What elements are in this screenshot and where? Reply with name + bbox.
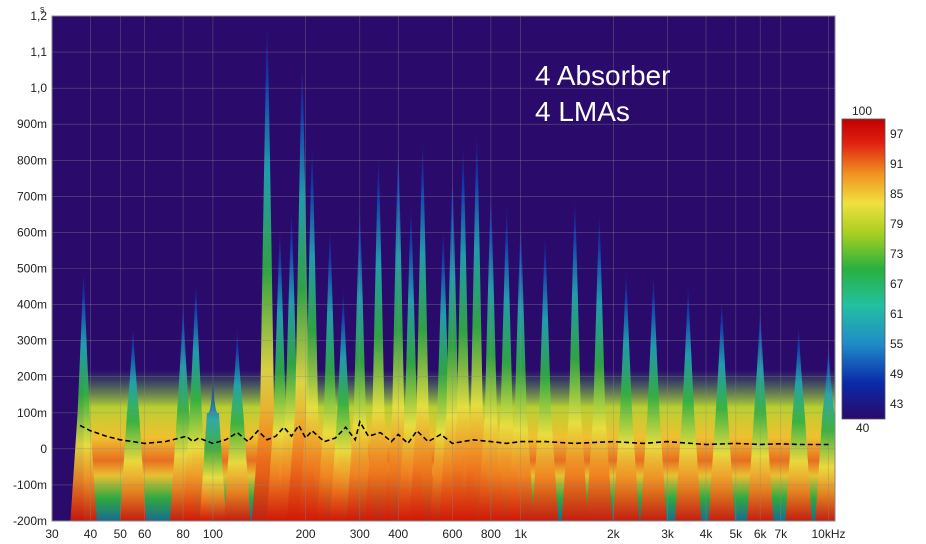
y-tick-label-12: 0	[40, 442, 47, 456]
y-tick-label-4: 800m	[17, 153, 47, 167]
decay-peak-29	[640, 272, 667, 521]
x-tick-label-9: 600	[442, 527, 462, 541]
y-tick-label-3: 900m	[17, 117, 47, 131]
x-tick-label-18: 10kHz	[811, 527, 845, 541]
y-tick-label-9: 300m	[17, 334, 47, 348]
x-tick-label-4: 80	[176, 527, 190, 541]
y-tick-label-11: 100m	[17, 406, 47, 420]
x-tick-labels: 30 40 50 60 80 100 200 300 400 600 800 1k 2k 3k 4k 5k 6k…	[45, 527, 845, 541]
decay-peak-27	[586, 210, 613, 521]
y-tick-label-5: 700m	[17, 189, 47, 203]
decay-peak-31	[708, 297, 735, 521]
colorbar-tick-0: 97	[890, 127, 904, 141]
x-tick-label-12: 2k	[607, 527, 621, 541]
x-tick-label-1: 40	[84, 527, 98, 541]
colorbar-tick-2: 85	[890, 187, 904, 201]
x-tick-label-3: 60	[138, 527, 152, 541]
y-tick-label-1: 1,1	[30, 45, 47, 59]
y-unit-label: s	[40, 4, 45, 14]
decay-peak-34	[815, 340, 835, 521]
y-tick-label-8: 400m	[17, 298, 47, 312]
colorbar-tick-4: 73	[890, 247, 904, 261]
x-tick-label-16: 6k	[754, 527, 768, 541]
colorbar-tick-labels: 97 91 85 79 73 67 61 55 49 43	[890, 127, 904, 411]
y-tick-label-13: -100m	[13, 478, 47, 492]
decay-peak-30	[674, 282, 702, 521]
y-tick-label-14: -200m	[13, 514, 47, 528]
decay-peak-17	[409, 138, 436, 521]
y-tick-label-0: 1,2	[30, 9, 47, 23]
decay-peak-21	[463, 131, 490, 521]
y-tick-labels: 1,2 1,1 1,0 900m 800m 700m 600m 500m 400m 300m 200…	[13, 9, 47, 528]
x-tick-label-5: 100	[203, 527, 223, 541]
x-tick-label-11: 1k	[514, 527, 528, 541]
colorbar-tick-1: 91	[890, 157, 904, 171]
annotation-line-1: 4 Absorber	[535, 60, 670, 91]
x-tick-label-17: 7k	[774, 527, 788, 541]
annotation-line-2: 4 LMAs	[535, 96, 630, 127]
decay-peak-12	[329, 286, 357, 521]
decay-peaks	[70, 19, 835, 521]
decay-peak-26	[561, 196, 589, 521]
colorbar-tick-9: 43	[890, 397, 904, 411]
decay-peak-3	[182, 279, 210, 521]
x-tick-label-15: 5k	[729, 527, 743, 541]
decay-peak-20	[449, 142, 477, 521]
x-tick-label-10: 800	[481, 527, 501, 541]
x-tick-label-6: 200	[296, 527, 316, 541]
decay-peak-9	[286, 59, 318, 521]
colorbar	[841, 118, 886, 420]
y-tick-label-2: 1,0	[30, 81, 47, 95]
colorbar-min-label: 40	[856, 421, 870, 435]
y-tick-label-6: 600m	[17, 225, 47, 239]
decay-peak-14	[365, 153, 392, 521]
colorbar-tick-7: 55	[890, 337, 904, 351]
y-tick-label-10: 200m	[17, 370, 47, 384]
decay-peak-33	[785, 322, 812, 521]
y-tick-label-7: 500m	[17, 262, 47, 276]
x-tick-label-2: 50	[114, 527, 128, 541]
decay-threshold-line	[79, 419, 829, 446]
decay-peak-6	[251, 19, 283, 521]
colorbar-tick-3: 79	[890, 217, 904, 231]
decay-peak-28	[612, 268, 640, 521]
plot-border	[51, 15, 836, 522]
colorbar-tick-8: 49	[890, 367, 904, 381]
decay-peak-1	[119, 322, 147, 521]
x-tick-label-7: 300	[350, 527, 370, 541]
x-tick-label-14: 4k	[700, 527, 714, 541]
decay-peak-5	[224, 326, 251, 521]
x-tick-label-8: 400	[388, 527, 408, 541]
colorbar-max-label: 100	[852, 104, 872, 118]
colorbar-tick-6: 61	[890, 307, 904, 321]
x-tick-label-0: 30	[45, 527, 59, 541]
x-tick-label-13: 3k	[661, 527, 675, 541]
colorbar-tick-5: 67	[890, 277, 904, 291]
